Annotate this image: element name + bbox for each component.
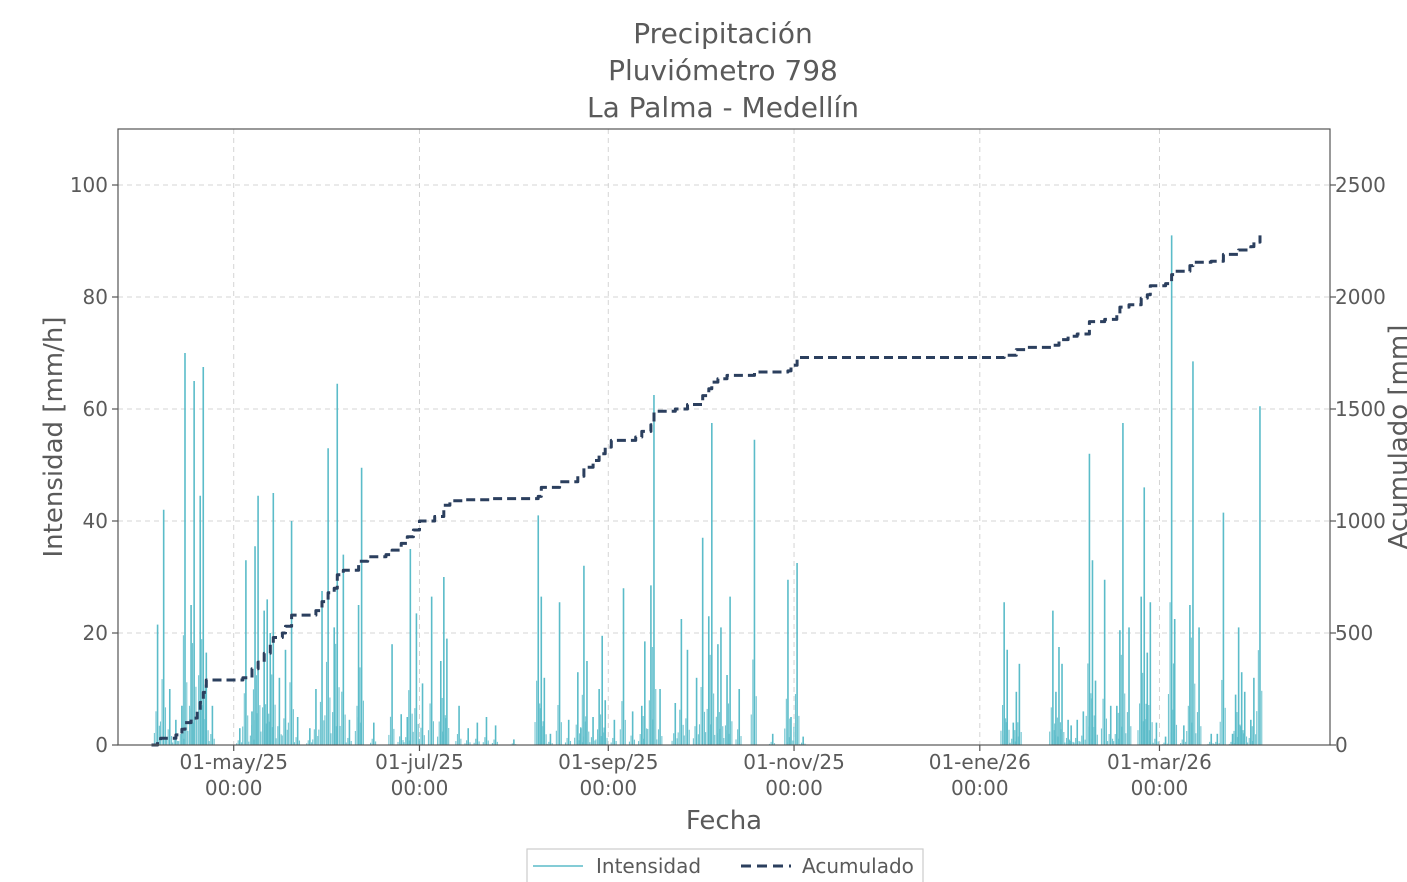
y-tick-label-left: 60 xyxy=(83,397,108,421)
x-tick-label-time: 00:00 xyxy=(579,776,637,800)
x-axis-label: Fecha xyxy=(686,806,762,836)
x-tick-label-date: 01-nov/25 xyxy=(743,750,845,774)
y-tick-label-left: 80 xyxy=(83,285,108,309)
plot-frame xyxy=(117,128,1331,746)
x-tick-label-date: 01-ene/26 xyxy=(929,750,1031,774)
y-tick-label-left: 40 xyxy=(83,509,108,533)
y-tick-label-left: 20 xyxy=(83,621,108,645)
chart-title-line-2: Pluviómetro 798 xyxy=(608,54,838,87)
x-tick-label-date: 01-jul/25 xyxy=(375,750,464,774)
y-tick-label-right: 1500 xyxy=(1335,397,1386,421)
y-tick-label-right: 2000 xyxy=(1335,285,1386,309)
legend-label-intensidad: Intensidad xyxy=(596,854,701,878)
legend-label-acumulado: Acumulado xyxy=(802,854,914,878)
grid-lines xyxy=(118,129,1330,745)
x-tick-label-date: 01-mar/26 xyxy=(1107,750,1212,774)
y-tick-label-right: 2500 xyxy=(1335,173,1386,197)
legend: Intensidad Acumulado xyxy=(526,848,924,882)
chart-title-line-3: La Palma - Medellín xyxy=(587,91,859,124)
y-tick-label-right: 1000 xyxy=(1335,509,1386,533)
x-tick-label-time: 00:00 xyxy=(765,776,823,800)
accumulated-line-group xyxy=(151,235,1262,747)
y-tick-label-right: 0 xyxy=(1335,733,1348,757)
x-tick-label-time: 00:00 xyxy=(391,776,449,800)
y-tick-label-left: 0 xyxy=(95,733,108,757)
x-ticks: 01-may/2500:0001-jul/2500:0001-sep/2500:… xyxy=(179,745,1212,800)
y-axis-label-right: Acumulado [mm] xyxy=(1384,325,1407,550)
right-y-ticks: 0 500 1000 1500 2000 2500 xyxy=(1330,173,1386,757)
accumulated-line xyxy=(151,235,1262,747)
y-tick-label-left: 100 xyxy=(70,173,108,197)
y-tick-label-right: 500 xyxy=(1335,621,1373,645)
x-tick-label-date: 01-sep/25 xyxy=(558,750,658,774)
y-axis-label-left: Intensidad [mm/h] xyxy=(39,317,69,558)
x-tick-label-date: 01-may/25 xyxy=(179,750,287,774)
legend-box xyxy=(526,848,924,882)
x-tick-label-time: 00:00 xyxy=(1131,776,1189,800)
intensity-bars xyxy=(153,235,1263,745)
x-tick-label-time: 00:00 xyxy=(951,776,1009,800)
chart-title: Precipitación Pluviómetro 798 La Palma -… xyxy=(587,17,859,124)
left-y-ticks: 0 20 40 60 80 100 xyxy=(70,173,118,757)
x-tick-label-time: 00:00 xyxy=(205,776,263,800)
chart-title-line-1: Precipitación xyxy=(633,17,812,50)
